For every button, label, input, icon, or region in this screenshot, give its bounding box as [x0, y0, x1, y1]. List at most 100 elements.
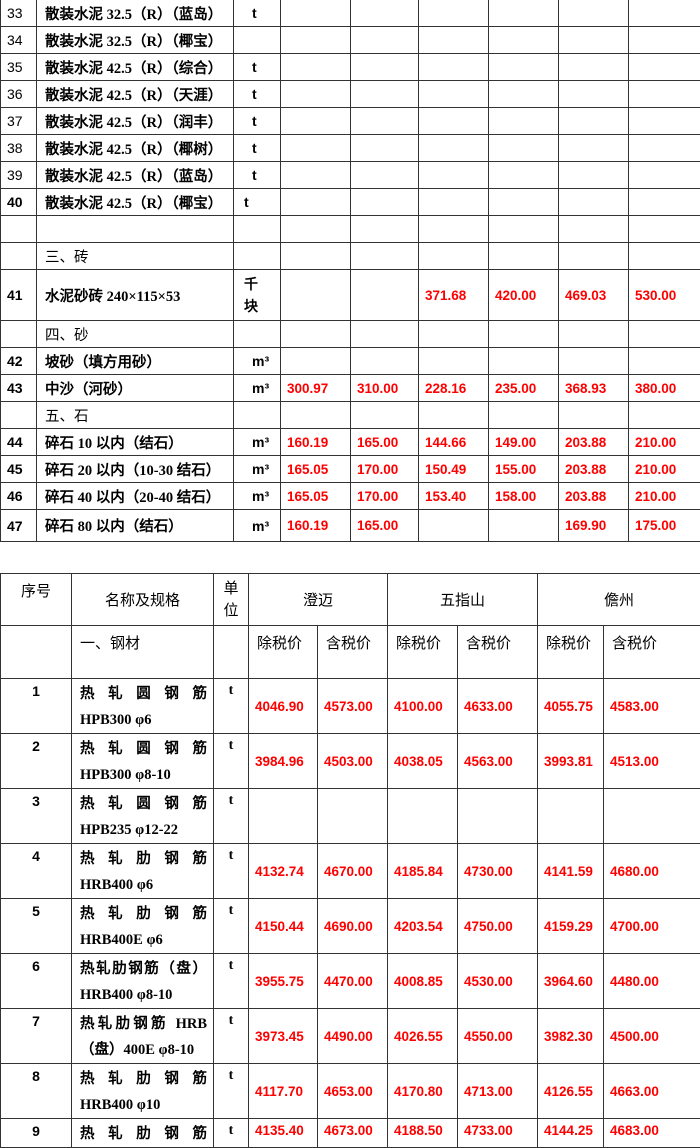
price-label: 含税价: [318, 626, 388, 679]
empty-cell: [281, 321, 351, 348]
empty-cell: [419, 108, 489, 135]
empty-cell: [559, 216, 629, 243]
unit: t: [234, 81, 281, 108]
empty-cell: [559, 81, 629, 108]
price-cell: 4503.00: [318, 734, 388, 789]
material-name: 碎石 40 以内（20-40 结石）: [37, 483, 234, 510]
price-cell: 4117.70: [249, 1064, 318, 1119]
price-cell: 170.00: [351, 456, 419, 483]
empty-cell: [351, 189, 419, 216]
unit: t: [214, 734, 249, 789]
material-name-line: 热轧肋钢筋: [80, 1066, 207, 1092]
empty-cell: [538, 789, 604, 844]
price-cell: 4490.00: [318, 1009, 388, 1064]
row-number: 46: [1, 483, 37, 510]
price-cell: 235.00: [489, 375, 559, 402]
price-cell: 300.97: [281, 375, 351, 402]
empty-cell: [419, 81, 489, 108]
empty-cell: [281, 162, 351, 189]
empty-cell: [629, 348, 700, 375]
price-cell: 210.00: [629, 483, 700, 510]
price-cell: 368.93: [559, 375, 629, 402]
price-cell: 4008.85: [388, 954, 458, 1009]
unit: t: [214, 1119, 249, 1148]
unit: m³: [234, 375, 281, 402]
row-number: 37: [1, 108, 37, 135]
price-cell: 4663.00: [604, 1064, 700, 1119]
empty-cell: [318, 789, 388, 844]
price-cell: 4513.00: [604, 734, 700, 789]
empty-cell: [281, 108, 351, 135]
section-row: 三、砖: [1, 243, 700, 270]
header-unit-line: 位: [214, 600, 248, 622]
material-name: 碎石 80 以内（结石）: [37, 510, 234, 542]
price-cell: 158.00: [489, 483, 559, 510]
unit: t: [234, 54, 281, 81]
material-name: 散装水泥 32.5（R）（椰宝）: [37, 27, 234, 54]
price-cell: 4185.84: [388, 844, 458, 899]
table-row: [1, 216, 700, 243]
unit: t: [214, 789, 249, 844]
unit: t: [234, 108, 281, 135]
row-number: 34: [1, 27, 37, 54]
price-cell: 165.00: [351, 429, 419, 456]
empty-cell: [281, 402, 351, 429]
price-cell: 165.05: [281, 483, 351, 510]
empty-cell: [629, 321, 700, 348]
price-cell: 4713.00: [458, 1064, 538, 1119]
empty-cell: [419, 321, 489, 348]
price-cell: 4730.00: [458, 844, 538, 899]
material-name: 散装水泥 42.5（R）（椰树）: [37, 135, 234, 162]
material-name-line: 热轧肋钢筋 HRB: [80, 1011, 207, 1037]
row-number: 35: [1, 54, 37, 81]
empty-cell: [281, 81, 351, 108]
price-cell: 4470.00: [318, 954, 388, 1009]
price-cell: 4126.55: [538, 1064, 604, 1119]
empty-cell: [351, 0, 419, 27]
price-cell: 4100.00: [388, 679, 458, 734]
unit: m³: [234, 429, 281, 456]
price-cell: 380.00: [629, 375, 700, 402]
price-cell: 165.00: [351, 510, 419, 542]
price-cell: 4550.00: [458, 1009, 538, 1064]
empty-cell: [281, 27, 351, 54]
empty-cell: [489, 189, 559, 216]
empty-cell: [559, 0, 629, 27]
material-name: 散装水泥 42.5（R）（综合）: [37, 54, 234, 81]
row-number: 42: [1, 348, 37, 375]
section-title: 五、石: [37, 402, 234, 429]
unit: [234, 216, 281, 243]
price-cell: 3955.75: [249, 954, 318, 1009]
price-cell: 160.19: [281, 510, 351, 542]
empty-cell: [419, 348, 489, 375]
material-name-line: HPB300 φ6: [80, 707, 207, 733]
row-number: [1, 216, 37, 243]
price-cell: 4653.00: [318, 1064, 388, 1119]
empty-cell: [629, 216, 700, 243]
empty-cell: [281, 216, 351, 243]
price-cell: 4673.00: [318, 1119, 388, 1148]
price-cell: 420.00: [489, 270, 559, 321]
price-cell: 170.00: [351, 483, 419, 510]
section-steel: 一、钢材: [72, 626, 214, 679]
row-number: 39: [1, 162, 37, 189]
material-name-line: HRB400 φ10: [80, 1092, 207, 1118]
price-cell: 4159.29: [538, 899, 604, 954]
material-name: 散装水泥 42.5（R）（蓝岛）: [37, 162, 234, 189]
unit: t: [234, 0, 281, 27]
empty-cell: [281, 54, 351, 81]
price-label: 含税价: [604, 626, 700, 679]
unit: t: [214, 679, 249, 734]
unit: m³: [234, 456, 281, 483]
unit: t: [214, 1009, 249, 1064]
